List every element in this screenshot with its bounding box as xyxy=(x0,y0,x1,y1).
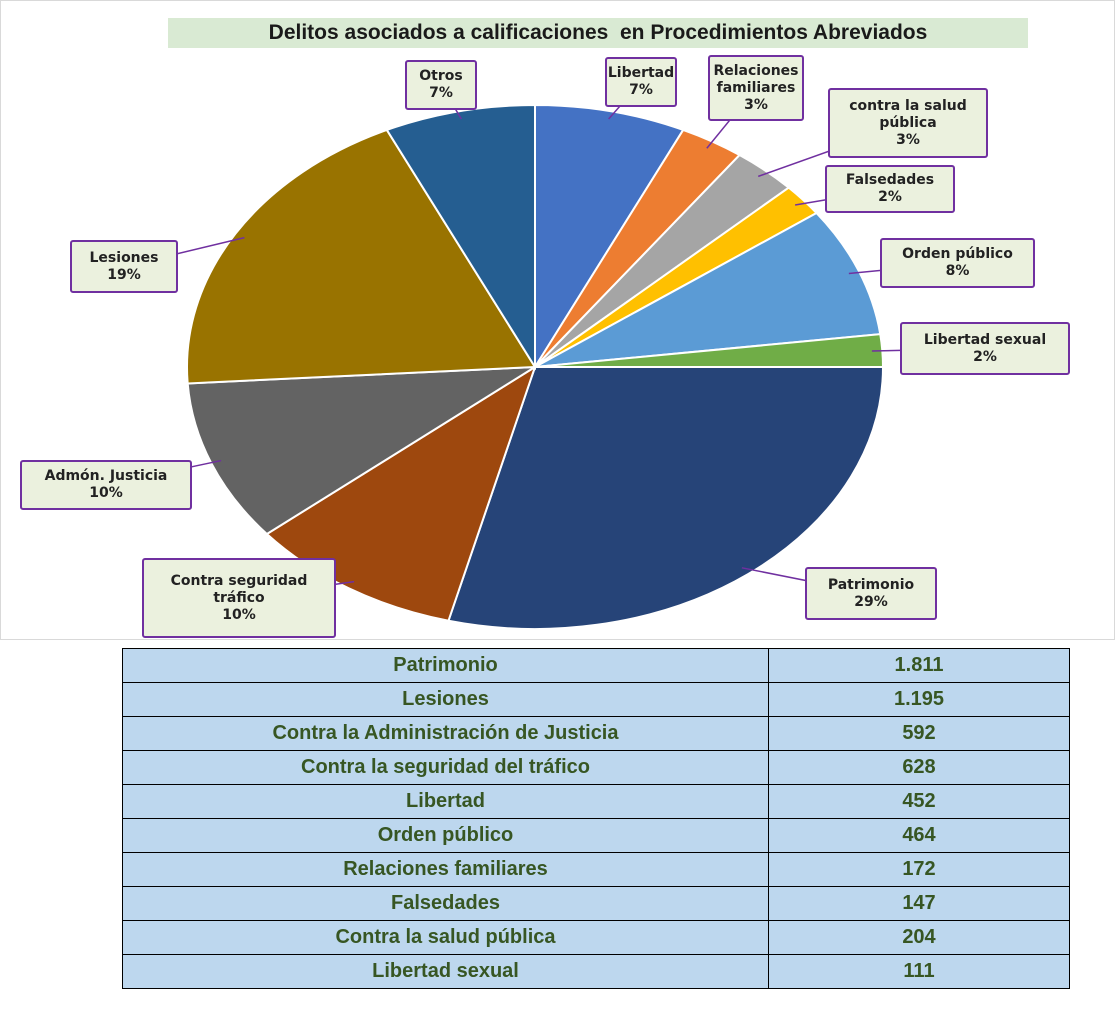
table-row: Libertad sexual 111 xyxy=(122,954,1070,989)
pie-slice xyxy=(447,366,885,630)
data-label: Orden público 8% xyxy=(880,238,1035,288)
data-label: Patrimonio 29% xyxy=(805,567,937,620)
label-value: 29% xyxy=(854,593,888,610)
label-name: Relaciones familiares xyxy=(713,62,799,96)
data-label: Libertad sexual 2% xyxy=(900,322,1070,375)
label-name: Orden público xyxy=(902,246,1013,262)
label-name: contra la salud pública xyxy=(849,97,967,131)
cell-name: Libertad xyxy=(122,784,769,819)
label-name: Patrimonio xyxy=(827,576,915,593)
cell-name: Contra la salud pública xyxy=(122,920,769,955)
table-row: Contra la Administración de Justicia 592 xyxy=(122,716,1070,751)
cell-value: 204 xyxy=(768,920,1070,955)
label-name: Falsedades xyxy=(845,172,935,188)
data-table: Patrimonio 1.811 Lesiones 1.195 Contra la Ad… xyxy=(122,648,1070,989)
table-row: Lesiones 1.195 xyxy=(122,682,1070,717)
chart-title: Delitos asociados a calificaciones en Pr… xyxy=(168,18,1028,48)
cell-value: 111 xyxy=(768,954,1070,989)
data-label: Libertad 7% xyxy=(605,57,677,107)
cell-name: Lesiones xyxy=(122,682,769,717)
label-value: 2% xyxy=(878,189,902,205)
data-label: Otros 7% xyxy=(405,60,477,110)
cell-name: Falsedades xyxy=(122,886,769,921)
label-value: 10% xyxy=(222,606,256,623)
pie-slice xyxy=(534,211,882,368)
label-value: 3% xyxy=(744,96,768,113)
cell-name: Patrimonio xyxy=(122,648,769,683)
cell-value: 1.195 xyxy=(768,682,1070,717)
cell-name: Relaciones familiares xyxy=(122,852,769,887)
cell-value: 147 xyxy=(768,886,1070,921)
cell-name: Orden público xyxy=(122,818,769,853)
table-row: Falsedades 147 xyxy=(122,886,1070,921)
data-label: Lesiones 19% xyxy=(70,240,178,293)
label-value: 8% xyxy=(945,263,970,279)
table-row: Patrimonio 1.811 xyxy=(122,648,1070,683)
label-value: 3% xyxy=(896,131,920,148)
data-label: Relaciones familiares 3% xyxy=(708,55,804,121)
table-row: Orden público 464 xyxy=(122,818,1070,853)
pie-slice xyxy=(186,128,537,385)
pie-slice xyxy=(186,365,539,536)
cell-value: 464 xyxy=(768,818,1070,853)
cell-value: 628 xyxy=(768,750,1070,785)
pie-slice xyxy=(265,364,537,622)
cell-value: 452 xyxy=(768,784,1070,819)
label-name: Admón. Justicia xyxy=(44,468,168,484)
table-row: Relaciones familiares 172 xyxy=(122,852,1070,887)
cell-name: Contra la Administración de Justicia xyxy=(122,716,769,751)
table-row: Contra la salud pública 204 xyxy=(122,920,1070,955)
label-value: 7% xyxy=(629,82,653,98)
label-name: Lesiones xyxy=(89,249,159,266)
data-label: Falsedades 2% xyxy=(825,165,955,213)
cell-value: 592 xyxy=(768,716,1070,751)
label-name: Otros xyxy=(419,68,463,84)
pie-chart xyxy=(105,81,986,630)
cell-name: Libertad sexual xyxy=(122,954,769,989)
data-label: Contra seguridad tráfico 10% xyxy=(142,558,336,638)
cell-name: Contra la seguridad del tráfico xyxy=(122,750,769,785)
label-value: 10% xyxy=(89,485,123,501)
data-label: contra la salud pública 3% xyxy=(828,88,988,158)
label-name: Libertad sexual xyxy=(923,331,1047,348)
label-name: Contra seguridad tráfico xyxy=(170,572,308,606)
label-value: 2% xyxy=(973,348,997,365)
cell-value: 1.811 xyxy=(768,648,1070,683)
table-row: Libertad 452 xyxy=(122,784,1070,819)
label-name: Libertad xyxy=(607,65,675,81)
data-label: Admón. Justicia 10% xyxy=(20,460,192,510)
table-row: Contra la seguridad del tráfico 628 xyxy=(122,750,1070,785)
pie-slice xyxy=(385,103,536,371)
cell-value: 172 xyxy=(768,852,1070,887)
pie-slice xyxy=(534,103,685,371)
label-value: 19% xyxy=(107,266,141,283)
label-value: 7% xyxy=(429,85,453,101)
